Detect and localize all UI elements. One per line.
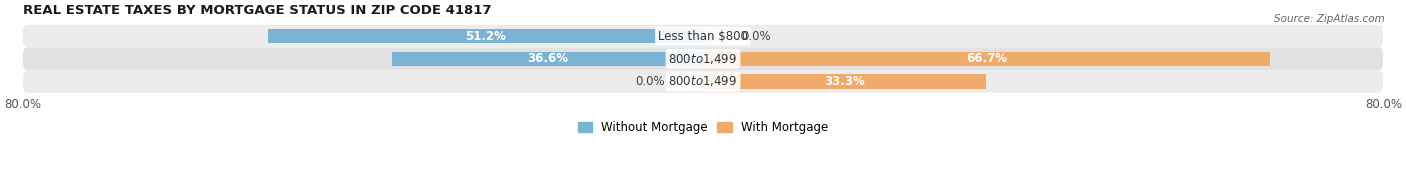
Text: 0.0%: 0.0% (636, 75, 665, 88)
Text: REAL ESTATE TAXES BY MORTGAGE STATUS IN ZIP CODE 41817: REAL ESTATE TAXES BY MORTGAGE STATUS IN … (22, 4, 491, 17)
Text: Less than $800: Less than $800 (658, 30, 748, 43)
Bar (392, 52, 703, 66)
FancyBboxPatch shape (22, 25, 1384, 47)
Text: 33.3%: 33.3% (824, 75, 865, 88)
Legend: Without Mortgage, With Mortgage: Without Mortgage, With Mortgage (574, 116, 832, 139)
Text: $800 to $1,499: $800 to $1,499 (668, 74, 738, 89)
Bar (703, 74, 986, 89)
Bar (703, 29, 716, 43)
Text: 51.2%: 51.2% (465, 30, 506, 43)
Bar (690, 74, 703, 89)
FancyBboxPatch shape (22, 47, 1384, 70)
Bar (703, 52, 1270, 66)
Text: 36.6%: 36.6% (527, 52, 568, 65)
Text: 66.7%: 66.7% (966, 52, 1007, 65)
Text: Source: ZipAtlas.com: Source: ZipAtlas.com (1274, 14, 1385, 24)
Bar (267, 29, 703, 43)
Text: $800 to $1,499: $800 to $1,499 (668, 52, 738, 66)
FancyBboxPatch shape (22, 70, 1384, 93)
Text: 0.0%: 0.0% (741, 30, 770, 43)
